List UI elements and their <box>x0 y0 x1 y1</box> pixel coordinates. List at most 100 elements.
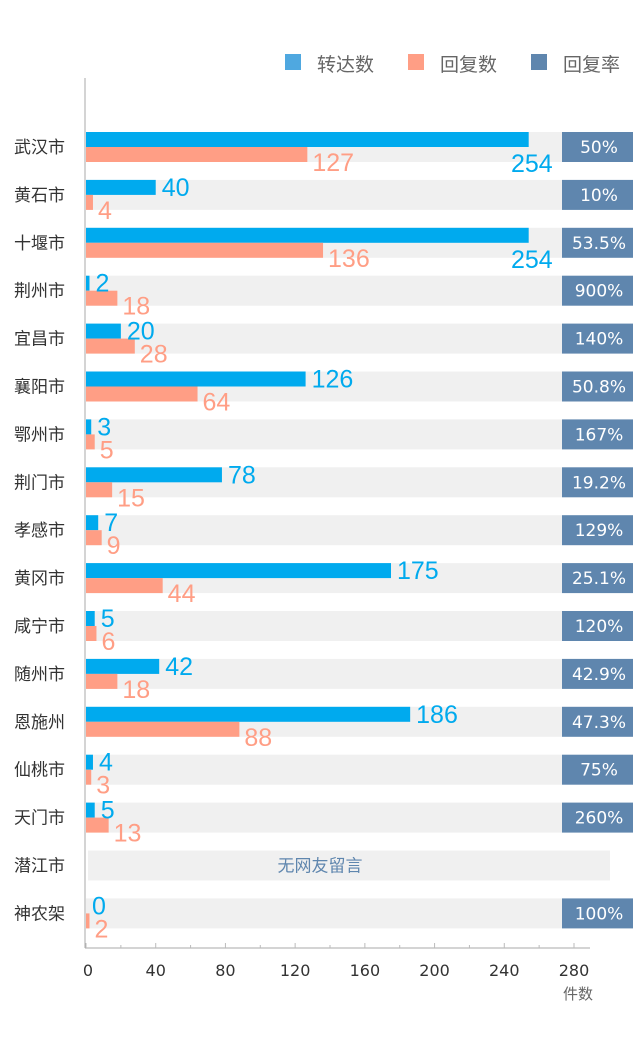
data-label-转达数: 40 <box>162 174 190 202</box>
data-label-转达数: 254 <box>511 150 553 178</box>
legend-label-0: 转达数 <box>317 54 374 76</box>
category-label: 神农架 <box>14 904 65 924</box>
data-label-转达数: 78 <box>228 461 256 489</box>
legend-label-2: 回复率 <box>563 54 620 76</box>
rate-box <box>562 467 633 498</box>
category-label: 武汉市 <box>14 138 65 158</box>
category-label: 潜江市 <box>14 857 65 877</box>
category-label: 黄冈市 <box>14 569 65 589</box>
data-label-回复数: 4 <box>98 197 112 225</box>
rate-box <box>562 754 633 785</box>
data-label-回复数: 28 <box>140 341 168 369</box>
row-band <box>86 419 562 450</box>
x-tick-label: 40 <box>146 961 166 980</box>
rate-box <box>562 611 633 641</box>
bar-回复数 <box>86 578 163 594</box>
bar-转达数 <box>86 371 306 387</box>
rate-label: 140% <box>575 330 624 350</box>
x-tick-label: 120 <box>280 961 311 980</box>
bar-回复数 <box>86 626 97 641</box>
category-label: 十堰市 <box>14 234 65 254</box>
category-label: 天门市 <box>14 809 65 829</box>
legend-swatch-2 <box>531 54 547 70</box>
rate-label: 53.5% <box>572 234 626 254</box>
bar-回复数 <box>86 290 118 306</box>
data-label-转达数: 7 <box>104 509 118 537</box>
rate-label: 19.2% <box>572 473 626 493</box>
data-label-转达数: 2 <box>95 270 109 298</box>
row-band <box>86 611 562 641</box>
row-band <box>86 179 562 210</box>
data-label-转达数: 3 <box>97 413 111 441</box>
data-label-回复数: 44 <box>168 580 196 608</box>
rate-box <box>562 802 633 833</box>
data-label-回复数: 18 <box>122 676 150 704</box>
bar-转达数 <box>86 706 411 722</box>
data-label-回复数: 15 <box>117 484 145 512</box>
legend-label-1: 回复数 <box>440 54 497 76</box>
rate-box <box>562 563 633 594</box>
bar-回复数 <box>86 338 135 354</box>
data-label-转达数: 186 <box>416 701 458 729</box>
category-label: 随州市 <box>14 665 65 685</box>
data-label-回复数: 3 <box>96 772 110 800</box>
bar-转达数 <box>86 754 93 770</box>
rate-box <box>562 179 633 210</box>
rate-box <box>562 323 633 354</box>
data-label-转达数: 254 <box>511 246 553 274</box>
bar-回复数 <box>86 482 113 498</box>
rate-box <box>562 371 633 402</box>
x-axis-label: 件数 <box>563 985 593 1003</box>
category-label: 荆州市 <box>14 282 65 302</box>
row-band <box>86 515 562 546</box>
data-label-转达数: 42 <box>165 653 193 681</box>
rate-label: 260% <box>575 809 624 829</box>
data-label-回复数: 88 <box>244 724 272 752</box>
row-band <box>86 658 562 689</box>
bar-转达数 <box>86 802 95 818</box>
bar-转达数 <box>86 611 95 626</box>
bar-回复数 <box>86 434 95 450</box>
rate-label: 167% <box>575 425 624 445</box>
bar-转达数 <box>86 563 391 579</box>
bar-回复数 <box>86 817 109 833</box>
data-label-回复数: 64 <box>203 389 231 417</box>
rate-label: 10% <box>580 186 618 206</box>
category-label: 咸宁市 <box>14 617 65 637</box>
bar-回复数 <box>86 242 324 258</box>
category-label: 黄石市 <box>14 186 65 206</box>
bar-转达数 <box>86 658 160 674</box>
rate-label: 900% <box>575 282 624 302</box>
rate-label: 75% <box>580 761 618 781</box>
rate-label: 129% <box>575 521 624 541</box>
legend-swatch-1 <box>408 54 424 70</box>
bar-回复数 <box>86 386 198 402</box>
bar-转达数 <box>86 275 90 291</box>
x-tick-label: 200 <box>419 961 450 980</box>
category-label: 荆门市 <box>14 473 65 493</box>
data-label-回复数: 136 <box>328 245 370 273</box>
bar-转达数 <box>86 467 222 483</box>
data-label-回复数: 9 <box>107 532 121 560</box>
data-label-回复数: 2 <box>94 915 108 943</box>
category-label: 襄阳市 <box>14 377 65 398</box>
no-data-text: 无网友留言 <box>278 857 363 877</box>
row-band <box>86 754 562 785</box>
rate-box <box>562 658 633 689</box>
x-tick-label: 80 <box>215 961 235 980</box>
data-label-回复数: 5 <box>100 436 114 464</box>
no-data-band <box>88 850 610 881</box>
rate-box <box>562 275 633 306</box>
bar-转达数 <box>86 132 529 147</box>
rate-label: 42.9% <box>572 665 626 685</box>
bar-转达数 <box>86 179 156 195</box>
bar-转达数 <box>86 227 529 243</box>
data-label-转达数: 175 <box>397 557 439 585</box>
bar-回复数 <box>86 721 240 737</box>
rate-box <box>562 515 633 546</box>
category-label: 仙桃市 <box>14 761 65 781</box>
category-label: 孝感市 <box>14 521 65 541</box>
bar-转达数 <box>86 419 92 435</box>
bar-转达数 <box>86 323 121 339</box>
bar-回复数 <box>86 769 92 785</box>
